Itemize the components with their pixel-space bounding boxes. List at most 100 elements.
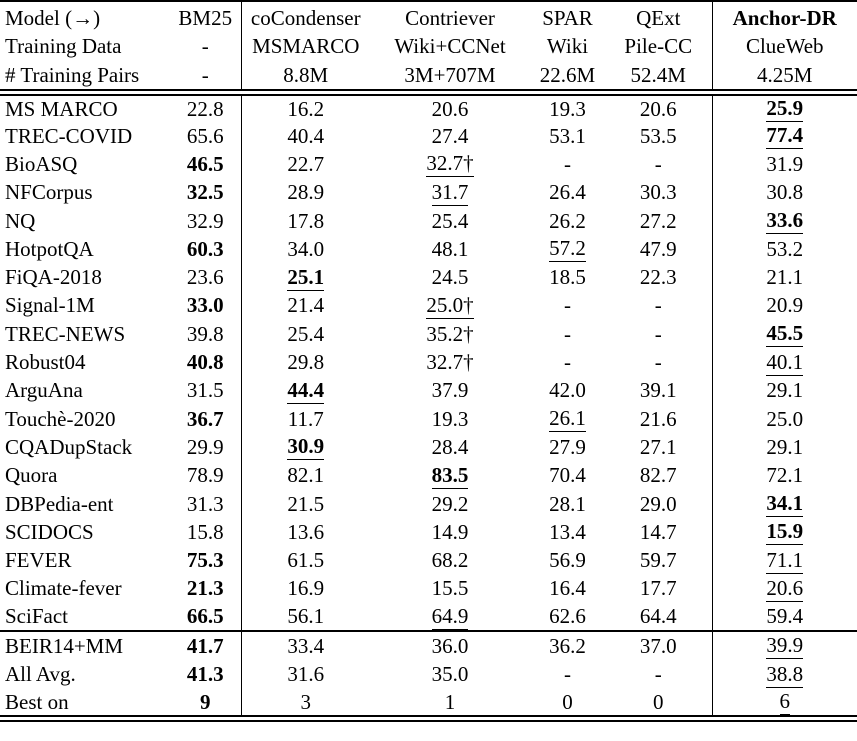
row-label: ArguAna	[5, 378, 83, 403]
value-cell: 77.4	[711, 122, 857, 151]
value-cell: 82.1	[240, 461, 370, 490]
cell-value: 59.4	[766, 604, 804, 629]
value-cell: 21.1	[711, 263, 857, 292]
cell-value: 19.3	[549, 96, 586, 121]
cell-value: 25.9	[766, 96, 804, 122]
cell-value: 65.6	[186, 123, 224, 148]
value-cell: 20.6	[605, 93, 712, 123]
cell-value: 36.0	[431, 633, 469, 658]
value-cell: 37.0	[605, 631, 712, 660]
value-cell: 20.9	[711, 291, 857, 321]
column-header: MSMARCO	[240, 31, 370, 62]
cell-value: -	[564, 350, 571, 375]
row-label: Best on	[0, 689, 170, 723]
cell-value: 32.5	[186, 180, 224, 205]
value-cell: 28.4	[370, 433, 530, 461]
column-header: Contriever	[370, 1, 530, 32]
cell-value: 68.2	[431, 548, 469, 573]
cell-value: ClueWeb	[745, 34, 824, 59]
dataset-row-bioasq: BioASQ 46.5 22.7 32.7† - - 31.9	[0, 150, 857, 179]
cell-value: 41.3	[186, 662, 224, 687]
value-cell: 36.7	[170, 405, 241, 433]
cell-value: 47.9	[639, 236, 677, 261]
cell-value: 1	[444, 689, 456, 714]
cell-value: 27.9	[549, 434, 586, 459]
cell-value: 29.0	[639, 491, 677, 516]
value-cell: -	[605, 320, 712, 348]
dataset-row-nq: NQ 32.9 17.8 25.4 26.2 27.2 33.6	[0, 206, 857, 236]
cell-value: -	[564, 662, 571, 687]
cell-value: 16.9	[287, 576, 325, 601]
cell-value: Contriever	[405, 6, 495, 31]
cell-value: 26.4	[549, 180, 586, 205]
cell-value: 26.1	[549, 406, 586, 433]
cell-value: 20.6	[639, 96, 677, 121]
value-cell: 31.9	[711, 150, 857, 179]
cell-value: 31.3	[186, 491, 224, 516]
column-header: Pile-CC	[605, 32, 712, 63]
value-cell: 46.5	[170, 150, 241, 178]
value-cell: 39.8	[170, 320, 241, 348]
value-cell: 40.4	[240, 122, 370, 151]
value-cell: 32.7†	[370, 150, 530, 178]
cell-value: 32.9	[186, 208, 224, 233]
cell-value: 39.8	[186, 321, 224, 346]
cell-value: 34.1	[766, 491, 804, 517]
value-cell: 29.2	[370, 490, 530, 518]
cell-value: 29.1	[766, 434, 804, 459]
cell-value: 34.0	[287, 236, 325, 261]
cell-value: Pile-CC	[624, 34, 693, 59]
value-cell: 72.1	[711, 461, 857, 490]
dataset-row-touch-2020: Touchè-2020 36.7 11.7 19.3 26.1 21.6 25.0	[0, 404, 857, 434]
cell-value: -	[564, 321, 571, 346]
cell-value: -	[201, 63, 209, 87]
cell-value: 33.0	[186, 293, 224, 318]
cell-value: 82.7	[639, 463, 677, 488]
value-cell: 26.2	[530, 207, 605, 235]
value-cell: 25.9	[711, 92, 857, 122]
cell-value: 53.5	[639, 123, 677, 148]
value-cell: 71.1	[711, 546, 857, 575]
value-cell: 35.0	[370, 660, 530, 689]
value-cell: 23.6	[170, 263, 241, 291]
value-cell: 56.1	[240, 603, 370, 633]
cell-value: 22.6M	[539, 63, 596, 87]
cell-value: 21.1	[766, 265, 804, 290]
value-cell: -	[605, 150, 712, 178]
column-header: -	[170, 32, 241, 63]
value-cell: 16.2	[240, 92, 370, 122]
value-cell: 20.6	[370, 93, 530, 123]
value-cell: 18.5	[530, 263, 605, 291]
dataset-row-scidocs: SCIDOCS 15.8 13.6 14.9 13.4 14.7 15.9	[0, 518, 857, 547]
value-cell: 13.4	[530, 518, 605, 546]
value-cell: 27.9	[530, 433, 605, 461]
dataset-row-scifact: SciFact 66.5 56.1 64.9 62.6 64.4 59.4	[0, 603, 857, 633]
cell-value: 64.9	[431, 603, 469, 630]
value-cell: 21.5	[240, 489, 370, 519]
cell-value: 17.8	[287, 208, 325, 233]
row-label: MS MARCO	[5, 96, 118, 121]
value-cell: 25.4	[370, 207, 530, 235]
column-header: -	[170, 62, 241, 96]
cell-value: 19.3	[431, 406, 469, 431]
cell-value: 26.2	[549, 208, 586, 233]
row-label: DBPedia-ent	[5, 491, 114, 516]
column-header: Wiki	[530, 32, 605, 63]
column-header: coCondenser	[240, 1, 370, 32]
value-cell: 22.7	[240, 150, 370, 179]
dataset-row-dbpedia-ent: DBPedia-ent 31.3 21.5 29.2 28.1 29.0 34.1	[0, 489, 857, 519]
value-cell: 82.7	[605, 462, 712, 490]
cell-value: 29.2	[431, 491, 469, 516]
cell-value: 37.0	[639, 633, 677, 658]
cell-value: 13.4	[549, 519, 586, 544]
dataset-row-arguana: ArguAna 31.5 44.4 37.9 42.0 39.1 29.1	[0, 376, 857, 405]
cell-value: -	[201, 34, 209, 59]
row-label: SCIDOCS	[5, 519, 94, 544]
value-cell: 6	[711, 689, 857, 723]
value-cell: 31.6	[240, 660, 370, 690]
cell-value: 33.6	[766, 208, 804, 235]
cell-value: 4.25M	[757, 63, 813, 87]
value-cell: 41.7	[170, 631, 241, 660]
cell-value: MSMARCO	[252, 34, 360, 59]
dataset-row-fever: FEVER 75.3 61.5 68.2 56.9 59.7 71.1	[0, 546, 857, 575]
